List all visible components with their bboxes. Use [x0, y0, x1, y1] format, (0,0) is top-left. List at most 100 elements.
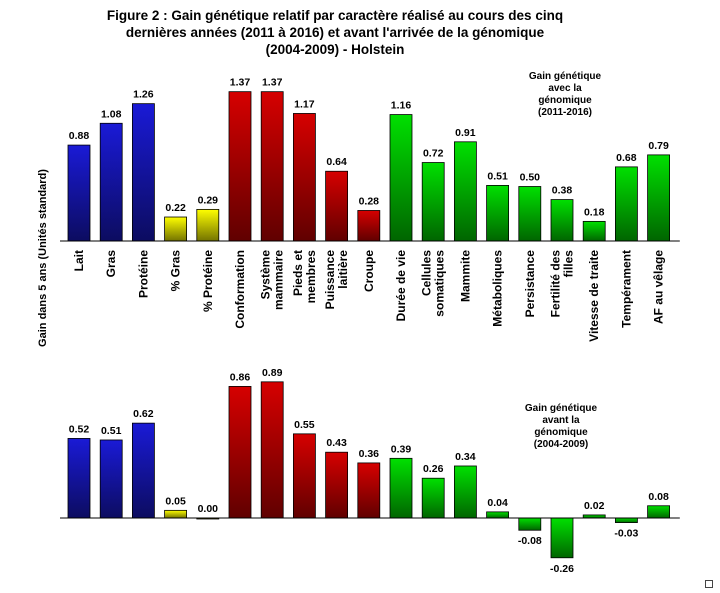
top-value-label-9: 0.64 [326, 156, 347, 168]
bottom-value-label-5: 0.00 [198, 503, 219, 515]
bottom-bar-3 [131, 422, 155, 519]
category-label-6: Conformation [233, 250, 247, 329]
top-bar-3 [131, 103, 155, 242]
y-axis-label: Gain dans 5 ans (Unités standard) [37, 169, 49, 347]
bottom-bar-4 [164, 509, 188, 519]
top-value-label-1: 0.88 [69, 130, 90, 142]
top-bar-18 [615, 166, 638, 242]
top-bar-15 [518, 186, 542, 242]
bottom-value-label-19: 0.08 [648, 491, 669, 503]
bottom-bar-1 [67, 438, 91, 519]
category-label-13: Mammite [458, 250, 472, 302]
bottom-bar-12 [421, 477, 445, 519]
category-label-15: Persistance [523, 250, 537, 318]
category-label-2: Gras [104, 250, 118, 278]
bottom-value-label-9: 0.43 [326, 437, 347, 449]
bottom-bar-15 [518, 517, 542, 531]
bottom-value-label-3: 0.62 [133, 408, 154, 420]
top-bar-16 [550, 199, 574, 242]
bottom-value-label-12: 0.26 [423, 463, 444, 475]
bottom-value-label-4: 0.05 [165, 495, 186, 507]
top-bar-11 [389, 114, 413, 242]
bottom-value-label-2: 0.51 [101, 425, 122, 437]
category-label-17: Vitesse de traite [587, 250, 601, 342]
category-label-14: Métaboliques [491, 250, 505, 327]
top-value-label-12: 0.72 [423, 148, 444, 160]
chart-title-line-3: (2004-2009) - Holstein [266, 42, 405, 57]
top-value-label-3: 1.26 [133, 89, 154, 101]
top-value-label-16: 0.38 [552, 185, 573, 197]
labels: Lait Gras Protéine % Gras % Protéine Conforma… [72, 71, 666, 450]
corner-handle [705, 580, 713, 588]
top-value-label-13: 0.91 [455, 127, 476, 139]
category-label-3: Protéine [136, 250, 150, 298]
bottom-value-label-6: 0.86 [230, 371, 251, 383]
category-label-7: Systèmemammaire [259, 250, 286, 310]
top-bar-7 [260, 91, 284, 242]
category-label-11: Durée de vie [394, 250, 408, 322]
category-label-1: Lait [72, 250, 86, 271]
top-bar-14 [486, 185, 510, 242]
bottom-value-label-1: 0.52 [69, 423, 90, 435]
top-value-label-14: 0.51 [487, 170, 508, 182]
category-label-16: Fertilité desfilles [549, 250, 576, 318]
top-bar-19 [647, 154, 670, 242]
top-bar-5 [196, 208, 220, 242]
top-value-label-15: 0.50 [520, 172, 541, 184]
chart-title-line-2: dernières années (2011 à 2016) et avant … [126, 25, 545, 40]
top-value-label-2: 1.08 [101, 108, 122, 120]
top-value-label-11: 1.16 [391, 100, 412, 112]
top-bar-8 [292, 113, 316, 242]
top-bar-1 [67, 144, 91, 242]
bottom-bar-2 [99, 439, 123, 519]
top-bar-9 [325, 170, 349, 242]
top-bar-12 [421, 162, 445, 242]
bottom-bar-7 [260, 381, 284, 519]
top-bar-6 [228, 91, 252, 242]
category-label-12: Cellulessomatiques [420, 250, 447, 317]
bottom-chart-annotation: Gain génétique avant la génomique (2004-200… [525, 403, 598, 450]
category-label-18: Tempérament [619, 250, 633, 328]
bottom-value-label-18: -0.03 [614, 528, 638, 540]
bottom-bar-6 [228, 386, 252, 519]
category-label-5: % Protéine [201, 250, 215, 312]
category-label-19: AF au vêlage [652, 250, 666, 324]
bottom-value-label-10: 0.36 [359, 448, 380, 460]
category-label-10: Croupe [362, 250, 376, 292]
bottom-bar-16 [550, 517, 574, 559]
bottom-bar-11 [389, 457, 413, 519]
bottom-chart-bars: 0.52 0.51 0.62 0.05 0.00 0.86 0.89 0.55 0.43 0.36… [60, 367, 680, 575]
bottom-value-label-7: 0.89 [262, 367, 283, 379]
top-bar-2 [99, 122, 123, 242]
bottom-bar-10 [357, 462, 381, 519]
top-value-label-18: 0.68 [616, 152, 637, 164]
bottom-bar-14 [486, 511, 510, 519]
bottom-value-label-13: 0.34 [455, 451, 476, 463]
top-chart-annotation: Gain génétique avec la génomique (2011-2016… [529, 71, 602, 118]
category-label-8: Pieds etmembres [291, 250, 318, 304]
bottom-value-label-11: 0.39 [391, 443, 412, 455]
top-value-label-7: 1.37 [262, 77, 283, 89]
category-label-9: Puissancelaitière [323, 250, 350, 310]
top-value-label-17: 0.18 [584, 206, 605, 218]
top-value-label-19: 0.79 [648, 140, 669, 152]
bottom-value-label-14: 0.04 [487, 497, 508, 509]
top-value-label-5: 0.29 [198, 194, 219, 206]
bottom-value-label-16: -0.26 [550, 563, 574, 575]
bottom-bar-8 [292, 433, 316, 519]
bottom-value-label-15: -0.08 [518, 535, 542, 547]
top-value-label-8: 1.17 [294, 98, 315, 110]
bottom-bar-13 [453, 465, 477, 519]
top-value-label-4: 0.22 [165, 202, 186, 214]
top-chart-bars: 0.88 1.08 1.26 0.22 0.29 1.37 1.37 1.17 0.64 0.28… [60, 77, 680, 242]
bottom-bar-9 [325, 451, 349, 519]
top-value-label-6: 1.37 [230, 77, 251, 89]
top-value-label-10: 0.28 [359, 195, 380, 207]
bottom-value-label-17: 0.02 [584, 500, 605, 512]
bottom-bar-18 [615, 517, 638, 523]
top-bar-13 [453, 141, 477, 242]
top-bar-10 [357, 210, 381, 242]
top-bar-4 [164, 216, 188, 242]
top-bar-17 [582, 220, 606, 242]
